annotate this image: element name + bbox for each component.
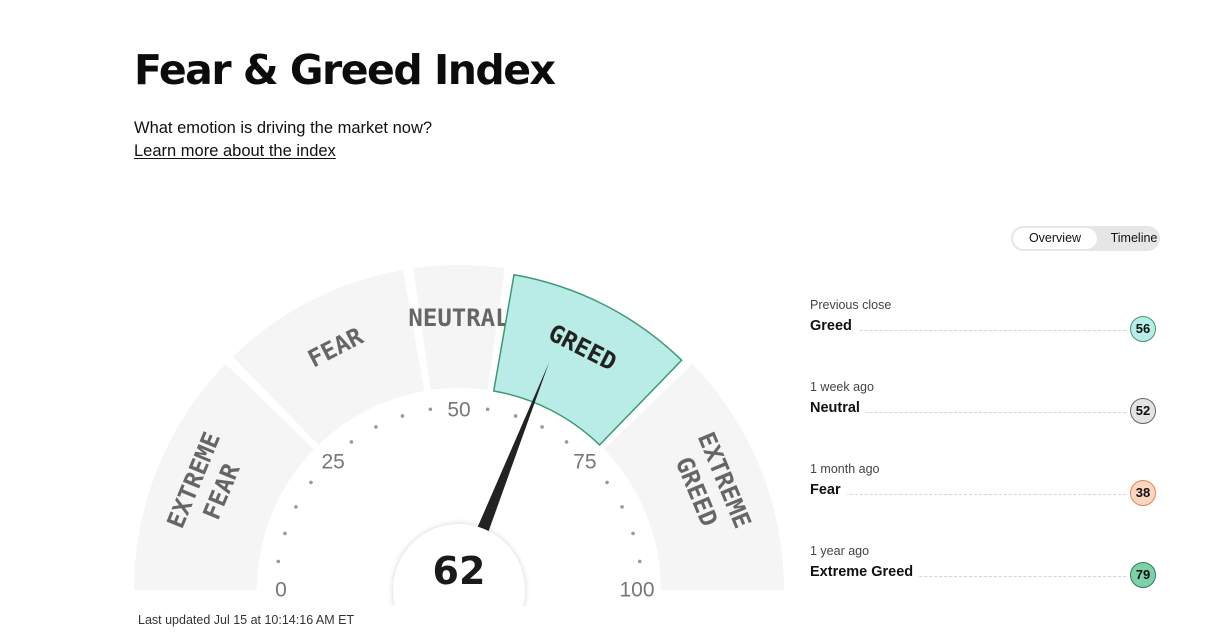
gauge-segment-fear	[232, 269, 425, 445]
gauge-segment-greed	[492, 273, 683, 446]
gauge-segment-extreme-fear	[134, 363, 314, 590]
dotted-leader	[810, 576, 1126, 577]
dotted-leader	[810, 330, 1126, 331]
scale-dot	[400, 414, 405, 418]
history-rating: Extreme Greed	[810, 564, 920, 580]
scale-tick-label: 0	[275, 579, 287, 602]
scale-dot	[349, 440, 354, 444]
history-value-badge: 56	[1130, 316, 1156, 342]
scale-dot	[485, 407, 490, 412]
hub-mask	[379, 606, 539, 635]
page-title: Fear & Greed Index	[134, 46, 556, 94]
timeline-tab[interactable]: Timeline	[1110, 231, 1158, 245]
history-value-badge: 38	[1130, 480, 1156, 506]
scale-tick-label: 75	[573, 451, 596, 474]
history-label: 1 year ago	[810, 544, 870, 558]
gauge-value: 62	[433, 549, 486, 593]
scale-dot	[513, 414, 518, 418]
history-rating: Fear	[810, 482, 847, 498]
dotted-leader	[810, 412, 1126, 413]
scale-dot	[276, 559, 281, 564]
scale-dot	[374, 425, 378, 429]
history-value-badge: 79	[1130, 562, 1156, 588]
scale-dot	[605, 480, 609, 485]
history-value-badge: 52	[1130, 398, 1156, 424]
gauge-segment-neutral	[413, 265, 505, 391]
overview-tab[interactable]: Overview	[1013, 228, 1097, 249]
history-label: Previous close	[810, 298, 892, 312]
history-item-1-year-ago: 1 year ago Extreme Greed 79	[810, 544, 1156, 588]
history-label: 1 week ago	[810, 380, 874, 394]
history-rating: Neutral	[810, 400, 866, 416]
scale-dot	[283, 531, 287, 536]
scale-dot	[540, 425, 544, 429]
history-item-1-week-ago: 1 week ago Neutral 52	[810, 380, 1156, 424]
scale-dot	[294, 505, 298, 509]
scale-tick-label: 100	[619, 579, 654, 602]
learn-more-link[interactable]: Learn more about the index	[134, 142, 336, 160]
view-toggle: Overview Timeline	[1011, 226, 1160, 251]
gauge-segment-extreme-greed	[604, 363, 784, 590]
history-label: 1 month ago	[810, 462, 880, 476]
history-item-previous-close: Previous close Greed 56	[810, 298, 1156, 342]
dotted-leader	[810, 494, 1126, 495]
history-item-1-month-ago: 1 month ago Fear 38	[810, 462, 1156, 506]
scale-dot	[631, 531, 635, 536]
gauge-segment-label: NEUTRAL	[408, 304, 509, 332]
history-rating: Greed	[810, 318, 858, 334]
scale-tick-label: 25	[321, 451, 344, 474]
scale-tick-label: 50	[447, 399, 470, 422]
scale-dot	[309, 480, 313, 485]
scale-dot	[637, 559, 642, 564]
scale-dot	[428, 407, 433, 412]
scale-dot	[564, 440, 569, 444]
scale-dot	[620, 505, 624, 509]
last-updated-text: Last updated Jul 15 at 10:14:16 AM ET	[138, 613, 355, 627]
page-subtitle: What emotion is driving the market now?	[134, 119, 433, 137]
